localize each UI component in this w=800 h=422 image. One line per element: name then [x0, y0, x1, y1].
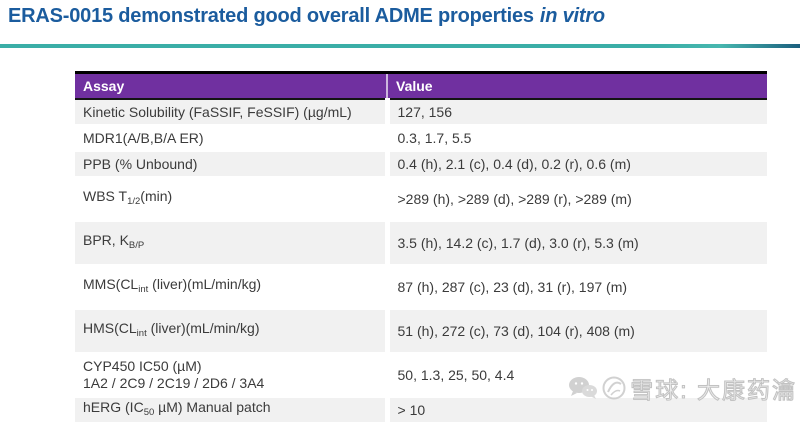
table-row: hERG (IC50 µM) Manual patch > 10: [75, 397, 767, 422]
assay-cell: Kinetic Solubility (FaSSIF, FeSSIF) (µg/…: [75, 99, 387, 126]
page-title-emphasis: in vitro: [539, 5, 605, 27]
value-cell: > 10: [384, 397, 767, 422]
assay-cell: HMS(CLint (liver)(mL/min/kg): [75, 309, 387, 354]
value-cell: 0.3, 1.7, 5.5: [384, 125, 767, 152]
table-row: MMS(CLint (liver)(mL/min/kg) 87 (h), 287…: [75, 265, 767, 310]
column-header-assay: Assay: [75, 72, 387, 100]
assay-cell: BPR, KB/P: [75, 221, 387, 266]
table-header-row: Assay Value: [75, 72, 767, 100]
table-row: WBS T1/2(min) >289 (h), >289 (d), >289 (…: [75, 177, 767, 222]
title-divider-line: [0, 44, 800, 48]
value-cell: 50, 1.3, 25, 50, 4.4: [384, 353, 767, 398]
assay-cell: MMS(CLint (liver)(mL/min/kg): [75, 265, 387, 310]
value-cell: >289 (h), >289 (d), >289 (r), >289 (m): [384, 177, 767, 222]
assay-cell: PPB (% Unbound): [75, 151, 387, 178]
table-row: PPB (% Unbound) 0.4 (h), 2.1 (c), 0.4 (d…: [75, 151, 767, 178]
value-cell: 51 (h), 272 (c), 73 (d), 104 (r), 408 (m…: [384, 309, 767, 354]
assay-cell: WBS T1/2(min): [75, 177, 387, 222]
assay-cell: hERG (IC50 µM) Manual patch: [75, 397, 387, 422]
assay-cell: MDR1(A/B,B/A ER): [75, 125, 387, 152]
value-cell: 127, 156: [384, 99, 767, 126]
column-header-value: Value: [386, 72, 767, 100]
table-row: MDR1(A/B,B/A ER) 0.3, 1.7, 5.5: [75, 125, 767, 152]
table-row: CYP450 IC50 (µM) 1A2 / 2C9 / 2C19 / 2D6 /…: [75, 353, 767, 398]
table-row: HMS(CLint (liver)(mL/min/kg) 51 (h), 272…: [75, 309, 767, 354]
adme-properties-table: Assay Value Kinetic Solubility (FaSSIF, …: [75, 71, 767, 422]
table-row: BPR, KB/P 3.5 (h), 14.2 (c), 1.7 (d), 3.…: [75, 221, 767, 266]
assay-cell: CYP450 IC50 (µM) 1A2 / 2C9 / 2C19 / 2D6 /…: [75, 353, 387, 398]
table-row: Kinetic Solubility (FaSSIF, FeSSIF) (µg/…: [75, 99, 767, 126]
page-title: ERAS-0015 demonstrated good overall ADME…: [8, 5, 605, 28]
value-cell: 87 (h), 287 (c), 23 (d), 31 (r), 197 (m): [384, 265, 767, 310]
page-title-main: ERAS-0015 demonstrated good overall ADME…: [8, 5, 534, 27]
value-cell: 3.5 (h), 14.2 (c), 1.7 (d), 3.0 (r), 5.3…: [384, 221, 767, 266]
value-cell: 0.4 (h), 2.1 (c), 0.4 (d), 0.2 (r), 0.6 …: [384, 151, 767, 178]
